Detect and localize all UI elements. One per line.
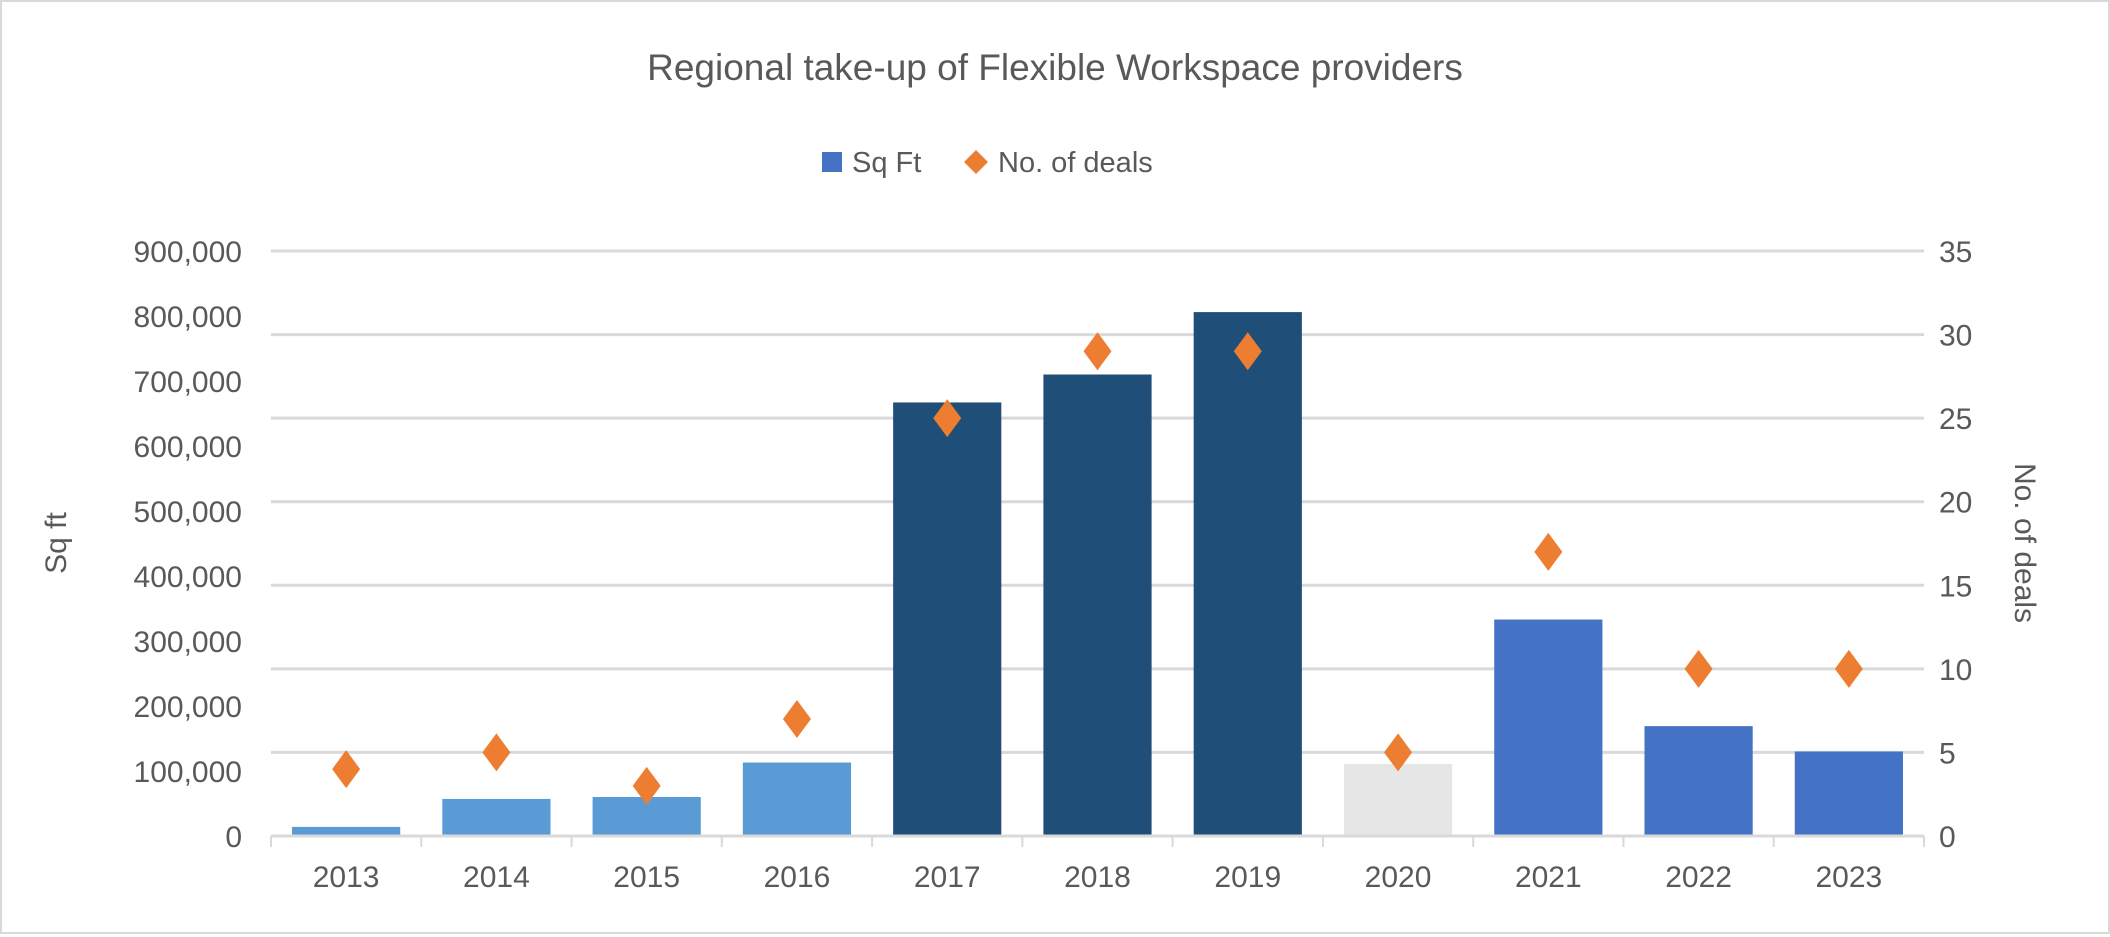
y-tick-label: 900,000 — [134, 236, 242, 269]
bar-2021 — [1494, 619, 1603, 836]
bar-2019 — [1193, 312, 1302, 837]
x-tick-label: 2022 — [1665, 861, 1732, 894]
deals-marker-2020 — [1384, 733, 1413, 772]
deals-marker-2015 — [632, 766, 661, 805]
y2-tick-label: 20 — [1939, 487, 1972, 520]
deals-marker-2017 — [933, 399, 962, 438]
y2-tick-label: 10 — [1939, 654, 1972, 687]
legend-label-deals: No. of deals — [998, 147, 1153, 179]
y-tick-label: 500,000 — [134, 496, 242, 529]
deals-marker-2014 — [482, 733, 511, 772]
legend-label-sq-ft: Sq Ft — [852, 147, 921, 179]
x-tick-label: 2019 — [1214, 861, 1281, 894]
y2-tick-label: 25 — [1939, 403, 1972, 436]
y2-tick-label: 30 — [1939, 320, 1972, 353]
y2-tick-label: 5 — [1939, 737, 1956, 770]
bar-2020 — [1343, 763, 1453, 836]
bar-2017 — [893, 402, 1002, 836]
deals-marker-2023 — [1834, 649, 1863, 688]
bar-2014 — [442, 798, 551, 836]
chart-title: Regional take-up of Flexible Workspace p… — [647, 47, 1463, 88]
x-tick-label: 2014 — [463, 861, 530, 894]
y-tick-label: 400,000 — [134, 561, 242, 594]
x-tick-label: 2021 — [1515, 861, 1582, 894]
legend-marker-deals — [964, 150, 988, 174]
bar-2016 — [742, 762, 852, 836]
x-tick-label: 2013 — [313, 861, 380, 894]
y-tick-label: 700,000 — [134, 366, 242, 399]
x-tick-label: 2018 — [1064, 861, 1131, 894]
y-tick-label: 0 — [225, 821, 242, 854]
y2-tick-label: 35 — [1939, 236, 1972, 269]
y-tick-label: 100,000 — [134, 756, 242, 789]
deals-marker-2016 — [782, 700, 811, 738]
x-tick-label: 2023 — [1815, 861, 1882, 894]
x-tick-label: 2020 — [1365, 861, 1432, 894]
x-tick-label: 2015 — [613, 861, 680, 894]
y-tick-label: 600,000 — [134, 431, 242, 464]
deals-marker-2013 — [332, 750, 361, 789]
y-tick-label: 300,000 — [134, 626, 242, 659]
deals-marker-2018 — [1083, 332, 1112, 371]
legend: Sq Ft No. of deals — [822, 147, 1153, 179]
deals-marker-2021 — [1534, 532, 1563, 571]
deals-marker-2022 — [1684, 649, 1713, 688]
y-tick-label: 200,000 — [134, 691, 242, 724]
bar-2013 — [292, 826, 401, 836]
y-tick-label: 800,000 — [134, 301, 242, 334]
y2-axis-title: No. of deals — [2008, 463, 2041, 623]
bar-2022 — [1644, 726, 1753, 836]
y2-tick-label: 0 — [1939, 821, 1956, 854]
y-axis-title: Sq ft — [40, 511, 73, 573]
deals-marker-2019 — [1233, 332, 1262, 371]
x-tick-label: 2016 — [764, 861, 831, 894]
bar-2018 — [1043, 374, 1152, 836]
y2-tick-label: 15 — [1939, 570, 1972, 603]
x-tick-label: 2017 — [914, 861, 981, 894]
bar-2023 — [1794, 751, 1903, 836]
legend-marker-sq-ft — [822, 152, 842, 172]
